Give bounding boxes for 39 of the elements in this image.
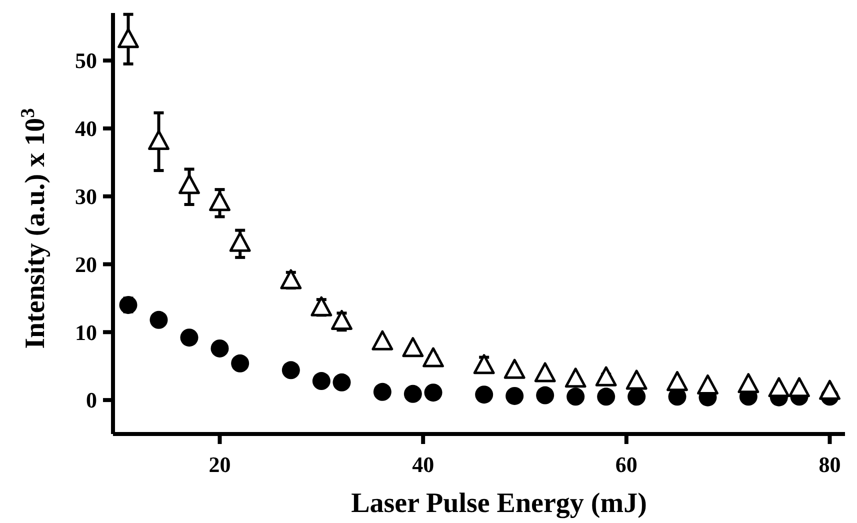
point (231, 354, 250, 372)
point (373, 382, 392, 401)
point (597, 388, 616, 406)
point (402, 337, 424, 358)
x-axis-title: Laser Pulse Energy (mJ) (351, 488, 647, 519)
x-tick-label: 80 (818, 452, 841, 477)
point (473, 354, 495, 374)
y-tick-label: 20 (75, 252, 97, 277)
point (148, 130, 170, 150)
point (118, 28, 139, 48)
x-tick-label: 20 (208, 452, 231, 477)
point (280, 269, 302, 290)
point (404, 384, 422, 403)
point (180, 328, 198, 347)
point (475, 386, 494, 404)
point (229, 232, 251, 252)
point (210, 339, 229, 358)
point (506, 386, 524, 405)
point (282, 361, 300, 380)
point (372, 330, 394, 350)
y-tick-label: 0 (86, 388, 97, 413)
point (119, 296, 138, 314)
point (150, 310, 168, 329)
point (424, 384, 442, 402)
y-tick-label: 10 (75, 320, 97, 345)
point (628, 388, 646, 406)
point (332, 373, 351, 392)
x-tick-label: 60 (615, 452, 638, 477)
point (178, 174, 200, 194)
y-tick-label: 50 (75, 48, 97, 74)
point (312, 372, 330, 390)
y-tick-label: 30 (75, 184, 97, 210)
point (566, 388, 585, 406)
x-tick-label: 40 (412, 452, 434, 477)
y-tick-label: 40 (75, 116, 97, 142)
point (209, 191, 230, 212)
point (536, 386, 554, 404)
point (310, 296, 332, 316)
point (331, 310, 352, 330)
